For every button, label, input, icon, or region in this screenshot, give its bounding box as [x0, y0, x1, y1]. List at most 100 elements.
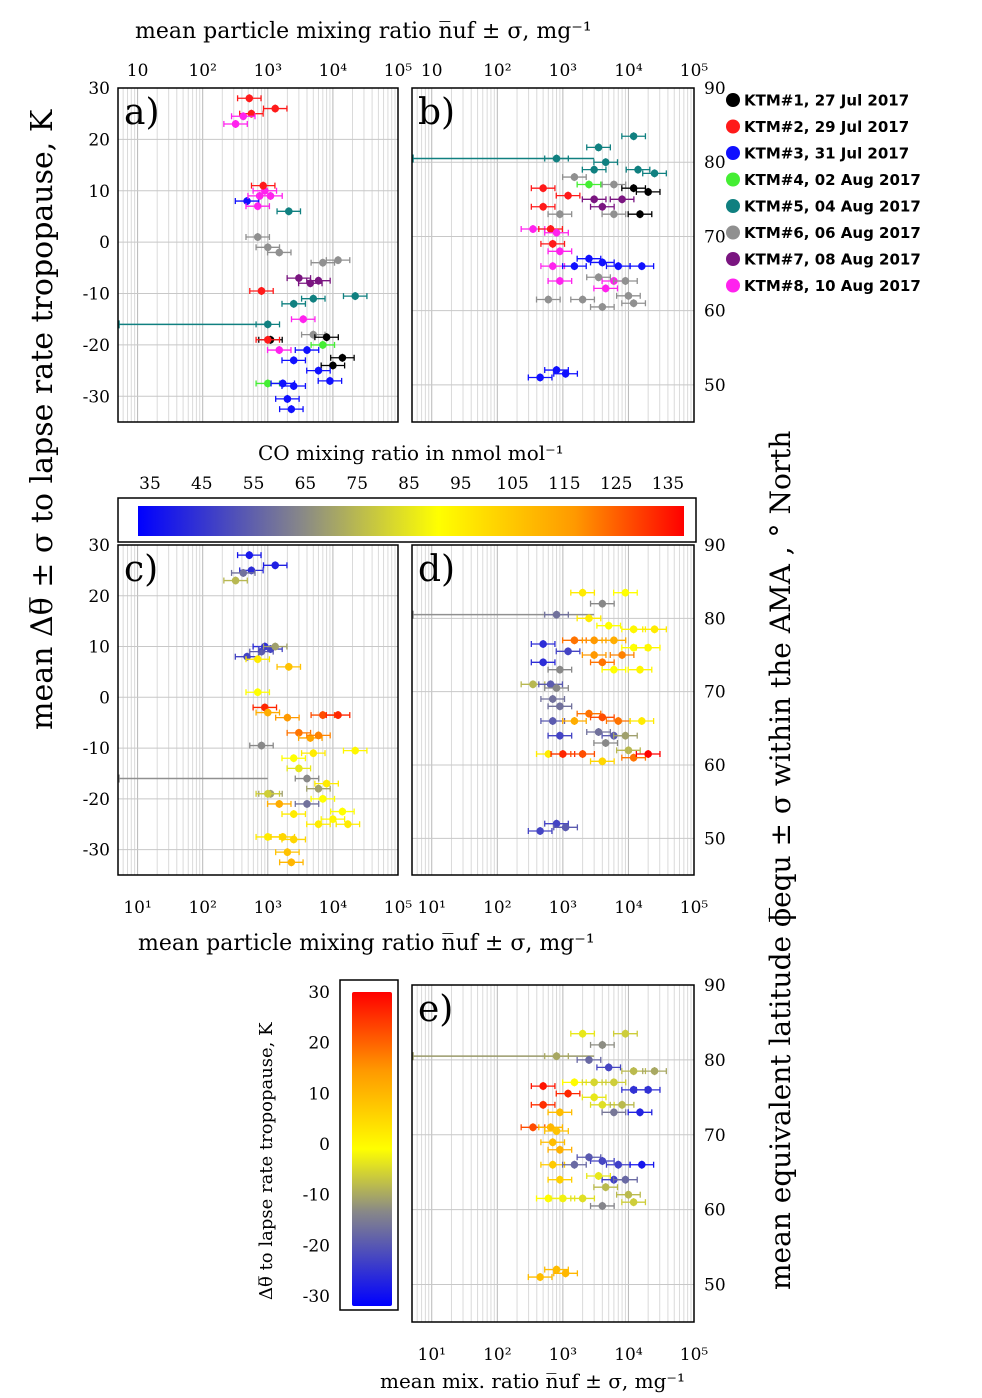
data-point [629, 262, 655, 271]
data-point [581, 651, 607, 659]
x-tick-label: 10³ [549, 898, 577, 918]
y-tick-label: 60 [704, 302, 726, 322]
panel-label: d) [418, 549, 455, 590]
data-point [561, 1160, 587, 1169]
y-tick-label: 60 [704, 756, 726, 776]
data-point [527, 827, 553, 835]
data-point [306, 731, 331, 740]
y-tick-label: -30 [83, 387, 110, 407]
data-point [320, 361, 346, 370]
data-point [627, 665, 653, 674]
legend-marker [726, 252, 740, 266]
data-point [601, 210, 627, 219]
legend-label: KTM#4, 02 Aug 2017 [744, 171, 921, 189]
x-tick-label: 10² [483, 61, 511, 81]
x-tick-label: 10⁴ [319, 61, 348, 81]
theta-colorbar-title: Δθ̅ to lapse rate tropopause, K [256, 1022, 277, 1300]
x-tick-label: 10³ [549, 1345, 577, 1365]
data-point [266, 799, 292, 808]
data-point [330, 807, 355, 816]
data-point [281, 835, 307, 844]
data-point [612, 1175, 638, 1184]
theta-tick-label: 0 [319, 1135, 330, 1155]
panel-label: b) [418, 92, 455, 133]
data-point [593, 1183, 619, 1192]
co-tick-label: 35 [139, 474, 161, 494]
data-point [629, 1160, 655, 1169]
data-point [544, 610, 569, 619]
y-tick-label: 70 [704, 683, 726, 703]
data-point [589, 258, 615, 267]
data-point [642, 625, 667, 634]
data-point [612, 1029, 638, 1038]
data-point [255, 789, 281, 798]
data-point [540, 1160, 566, 1169]
top-xlabel: mean particle mixing ratio n̅uf ± σ, mg⁻… [135, 19, 592, 44]
data-point [544, 684, 569, 692]
y-tick-label: -20 [83, 336, 110, 356]
data-point [275, 848, 300, 857]
bottom-xlabel: mean mix. ratio n̅uf ± σ, mg⁻¹ [380, 1369, 685, 1393]
y-tick-label: 50 [704, 1276, 726, 1296]
theta-tick-label: -30 [303, 1287, 330, 1307]
co-tick-label: 85 [398, 474, 420, 494]
x-tick-label: 10³ [254, 898, 282, 918]
y-tick-label: 10 [88, 638, 110, 658]
data-point [538, 680, 564, 689]
legend-marker [726, 172, 740, 187]
data-point [530, 658, 556, 667]
data-point [609, 1100, 635, 1109]
data-point [538, 225, 564, 234]
data-point [306, 366, 331, 375]
panel-b: b) 90 80 70 60 50 10 10² 10³ 10⁴ 10⁵ [411, 61, 726, 423]
data-point [561, 173, 587, 182]
legend-label: KTM#1, 27 Jul 2017 [744, 92, 909, 110]
data-point [236, 94, 262, 103]
data-point [555, 1089, 581, 1098]
data-point [576, 614, 602, 623]
data-point [314, 333, 339, 342]
y-tick-label: 90 [704, 976, 726, 996]
x-tick-label: 10¹ [418, 1345, 446, 1365]
data-point [320, 815, 346, 824]
co-tick-label: 105 [496, 474, 528, 494]
data-point [249, 741, 274, 750]
data-point [276, 662, 302, 671]
data-point [544, 1265, 569, 1274]
data-point [593, 739, 619, 747]
data-point [570, 1029, 596, 1038]
data-point [615, 291, 641, 300]
data-point [294, 774, 320, 783]
data-point [596, 1063, 622, 1072]
panel-frame [117, 544, 399, 876]
x-tick-label: 10⁴ [614, 898, 643, 918]
data-point [581, 165, 607, 174]
data-point [335, 820, 361, 829]
data-point [589, 757, 615, 766]
y-tick-label: 20 [88, 130, 110, 150]
data-point [635, 643, 661, 652]
data-point [612, 276, 638, 285]
right-ylabel: mean equivalent latitude ϕ̅equ ± σ withi… [764, 431, 797, 1290]
data-point [593, 284, 619, 293]
data-point [621, 625, 647, 634]
theta-tick-label: -10 [303, 1186, 330, 1206]
data-point [255, 320, 281, 329]
legend-entry: KTM#3, 31 Jul 2017 [726, 145, 909, 163]
data-point [262, 642, 288, 651]
co-tick-label: 115 [548, 474, 580, 494]
y-tick-label: 50 [704, 376, 726, 396]
data-point [621, 299, 647, 308]
y-tick-label: 90 [704, 79, 726, 99]
data-point [570, 588, 596, 597]
y-tick-label: 70 [704, 1126, 726, 1146]
mid-xlabel: mean particle mixing ratio n̅uf ± σ, mg⁻… [138, 931, 595, 956]
data-point [621, 643, 647, 652]
theta-tick-label: 20 [308, 1034, 330, 1054]
x-tick-label: 10 [421, 61, 443, 81]
data-point [596, 621, 622, 630]
y-tick-label: 10 [88, 182, 110, 202]
data-point [281, 299, 307, 308]
data-point [255, 708, 281, 717]
